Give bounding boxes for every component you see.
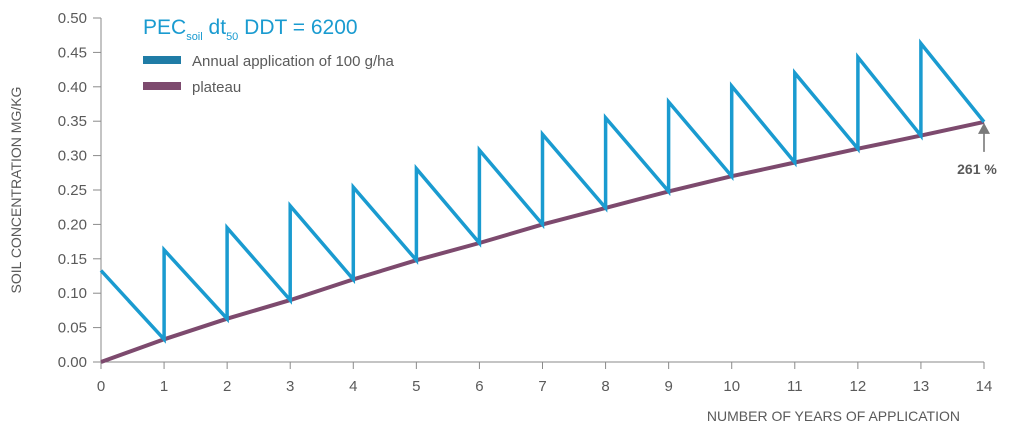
y-tick-label: 0.40 — [58, 79, 87, 96]
y-tick-label: 0.15 — [58, 251, 87, 268]
legend-label-plateau: plateau — [192, 79, 241, 96]
x-tick-label: 13 — [913, 378, 930, 395]
x-tick-label: 12 — [850, 378, 867, 395]
x-tick-label: 6 — [475, 378, 483, 395]
x-tick-label: 8 — [601, 378, 609, 395]
x-axis-ticks: 0 1 2 3 4 5 6 7 8 9 10 11 12 13 14 — [97, 362, 993, 395]
x-tick-label: 7 — [538, 378, 546, 395]
x-tick-label: 2 — [223, 378, 231, 395]
y-tick-label: 0.35 — [58, 113, 87, 130]
x-tick-label: 3 — [286, 378, 294, 395]
title-dt: dt — [203, 16, 227, 39]
x-tick-label: 14 — [976, 378, 993, 395]
x-tick-label: 4 — [349, 378, 357, 395]
legend: Annual application of 100 g/ha plateau — [143, 53, 394, 96]
x-tick-label: 11 — [787, 378, 803, 395]
annotation-arrow-head — [978, 122, 990, 134]
legend-swatch-annual — [143, 56, 181, 64]
y-axis-ticks: 0.50 0.45 0.40 0.35 0.30 0.25 0.20 0.15 0.10 0.05… — [58, 10, 101, 371]
y-tick-label: 0.10 — [58, 285, 87, 302]
title-pec: PEC — [143, 16, 186, 39]
x-tick-label: 0 — [97, 378, 105, 395]
legend-label-annual: Annual application of 100 g/ha — [192, 53, 394, 70]
series-annual-line — [99, 38, 986, 344]
x-tick-label: 10 — [723, 378, 740, 395]
title-sub-50: 50 — [226, 31, 238, 43]
annotation-label: 261 % — [957, 161, 997, 177]
y-tick-label: 0.05 — [58, 320, 87, 337]
legend-swatch-plateau — [143, 82, 181, 90]
x-tick-label: 1 — [160, 378, 168, 395]
x-axis-title: NUMBER OF YEARS OF APPLICATION — [707, 408, 960, 424]
x-tick-label: 5 — [412, 378, 420, 395]
y-tick-label: 0.50 — [58, 10, 87, 27]
y-tick-label: 0.30 — [58, 148, 87, 165]
annotation-261: 261 % — [957, 122, 997, 177]
y-tick-label: 0.20 — [58, 216, 87, 233]
y-tick-label: 0.00 — [58, 354, 87, 371]
y-tick-label: 0.25 — [58, 182, 87, 199]
chart-title: PECsoil dt50 DDT = 6200 — [143, 16, 358, 43]
y-tick-label: 0.45 — [58, 44, 87, 61]
x-tick-label: 9 — [664, 378, 672, 395]
title-ddt: DDT = 6200 — [238, 16, 357, 39]
title-sub-soil: soil — [186, 31, 203, 43]
y-axis-title: SOIL CONCENTRATION MG/KG — [8, 87, 24, 294]
